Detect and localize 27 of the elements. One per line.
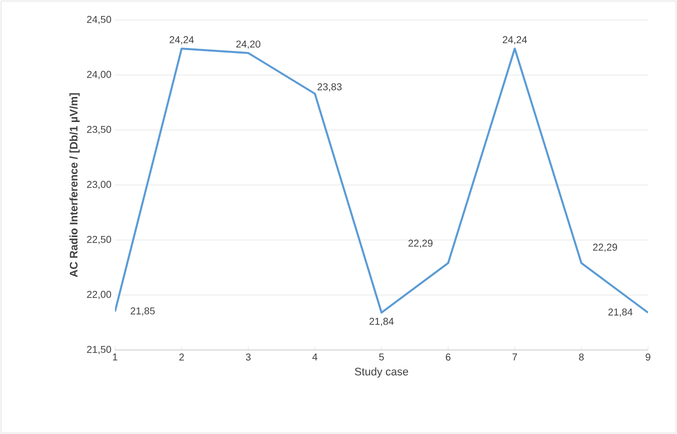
y-tick-label: 24,50 [87,16,112,24]
y-tick-label: 22,00 [87,290,112,300]
x-tick-label: 1 [112,354,118,360]
x-axis-title: Study case [354,367,408,378]
y-tick-label: 23,00 [87,180,112,190]
y-axis-title: AC Radio Interference / [Db/1 µV/m] [69,93,80,278]
data-label: 24,24 [170,36,194,44]
x-tick-label: 2 [179,354,184,360]
x-tick-label: 3 [246,354,251,361]
data-label: 23,83 [318,83,342,92]
y-tick-label: 22,50 [87,236,112,244]
x-tick-label: 9 [646,354,650,361]
data-label: 21,84 [370,318,394,326]
data-label: 22,29 [593,244,618,252]
data-label: 21,84 [608,308,633,317]
data-label: 22,29 [408,240,432,248]
y-tick-label: 23,50 [87,126,112,134]
x-tick-label: 4 [312,354,318,360]
data-label: 24,24 [502,36,527,44]
data-label: 24,20 [236,40,260,49]
x-tick-label: 7 [512,354,518,360]
y-tick-label: 21,50 [87,346,112,354]
x-tick-label: 8 [579,354,584,361]
data-label: 21,85 [130,307,155,316]
x-tick-label: 5 [379,354,384,360]
x-tick-label: 6 [446,354,450,361]
y-tick-label: 24,00 [87,70,112,80]
